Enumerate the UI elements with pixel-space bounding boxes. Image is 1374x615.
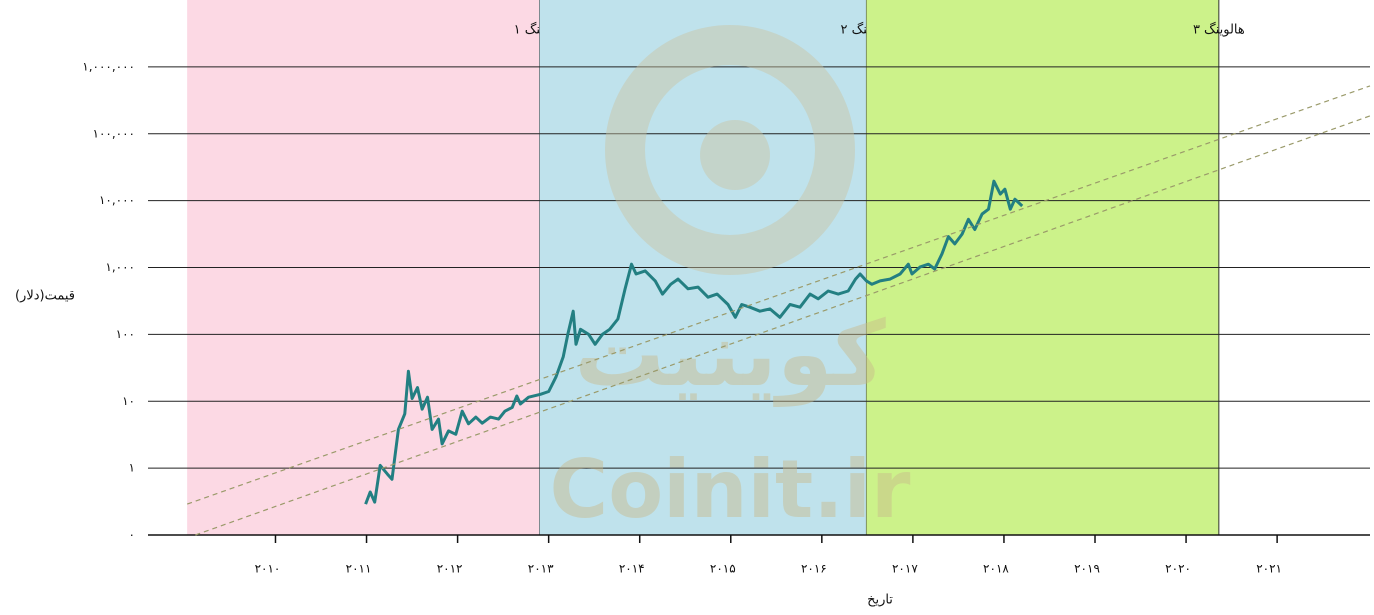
x-tick-label: ۲۰۲۰ [1165,562,1191,576]
plot [186,85,1371,536]
y-tick-label: ۱۰ [122,394,135,408]
trend-line [186,85,1371,505]
y-tick-label: ۱۰,۰۰۰ [99,193,135,207]
y-tick-label: ۱ [129,461,135,475]
x-tick-label: ۲۰۱۵ [710,562,736,576]
price-line [364,179,1024,505]
x-tick-label: ۲۰۱۴ [619,562,645,576]
y-tick-label: ۱۰۰ [116,327,135,341]
watermark-logo [700,120,770,190]
x-tick-label: ۲۰۱۲ [437,562,463,576]
x-tick-label: ۲۰۱۰ [255,562,281,576]
x-tick-label: ۲۰۱۸ [983,562,1009,576]
x-tick-label: ۲۰۱۳ [528,562,554,576]
watermark-text: کوینیت [574,302,886,407]
watermark-logo [605,25,855,275]
y-tick-label: ۱,۰۰۰,۰۰۰ [82,59,135,73]
watermark: کوینیت Coinit.ir [550,25,912,536]
watermark-text: Coinit.ir [550,443,912,536]
y-axis-title: قیمت(دلار) [15,289,75,304]
x-tick-label: ۲۰۱۹ [1074,562,1100,576]
x-tick-label: ۲۰۱۷ [892,562,918,576]
trend-line [195,115,1371,536]
y-tick-label: ۱,۰۰۰ [105,260,135,274]
x-tick-label: ۲۰۱۱ [346,562,372,576]
x-tick-label: ۲۰۲۱ [1256,562,1282,576]
y-tick-label: ۱۰۰,۰۰۰ [93,126,136,140]
x-axis-title: تاریخ [867,593,893,608]
halving-label: هالوینگ ۳ [1193,22,1245,38]
x-tick-label: ۲۰۱۶ [801,562,827,576]
y-tick-label: ۰ [129,528,135,542]
